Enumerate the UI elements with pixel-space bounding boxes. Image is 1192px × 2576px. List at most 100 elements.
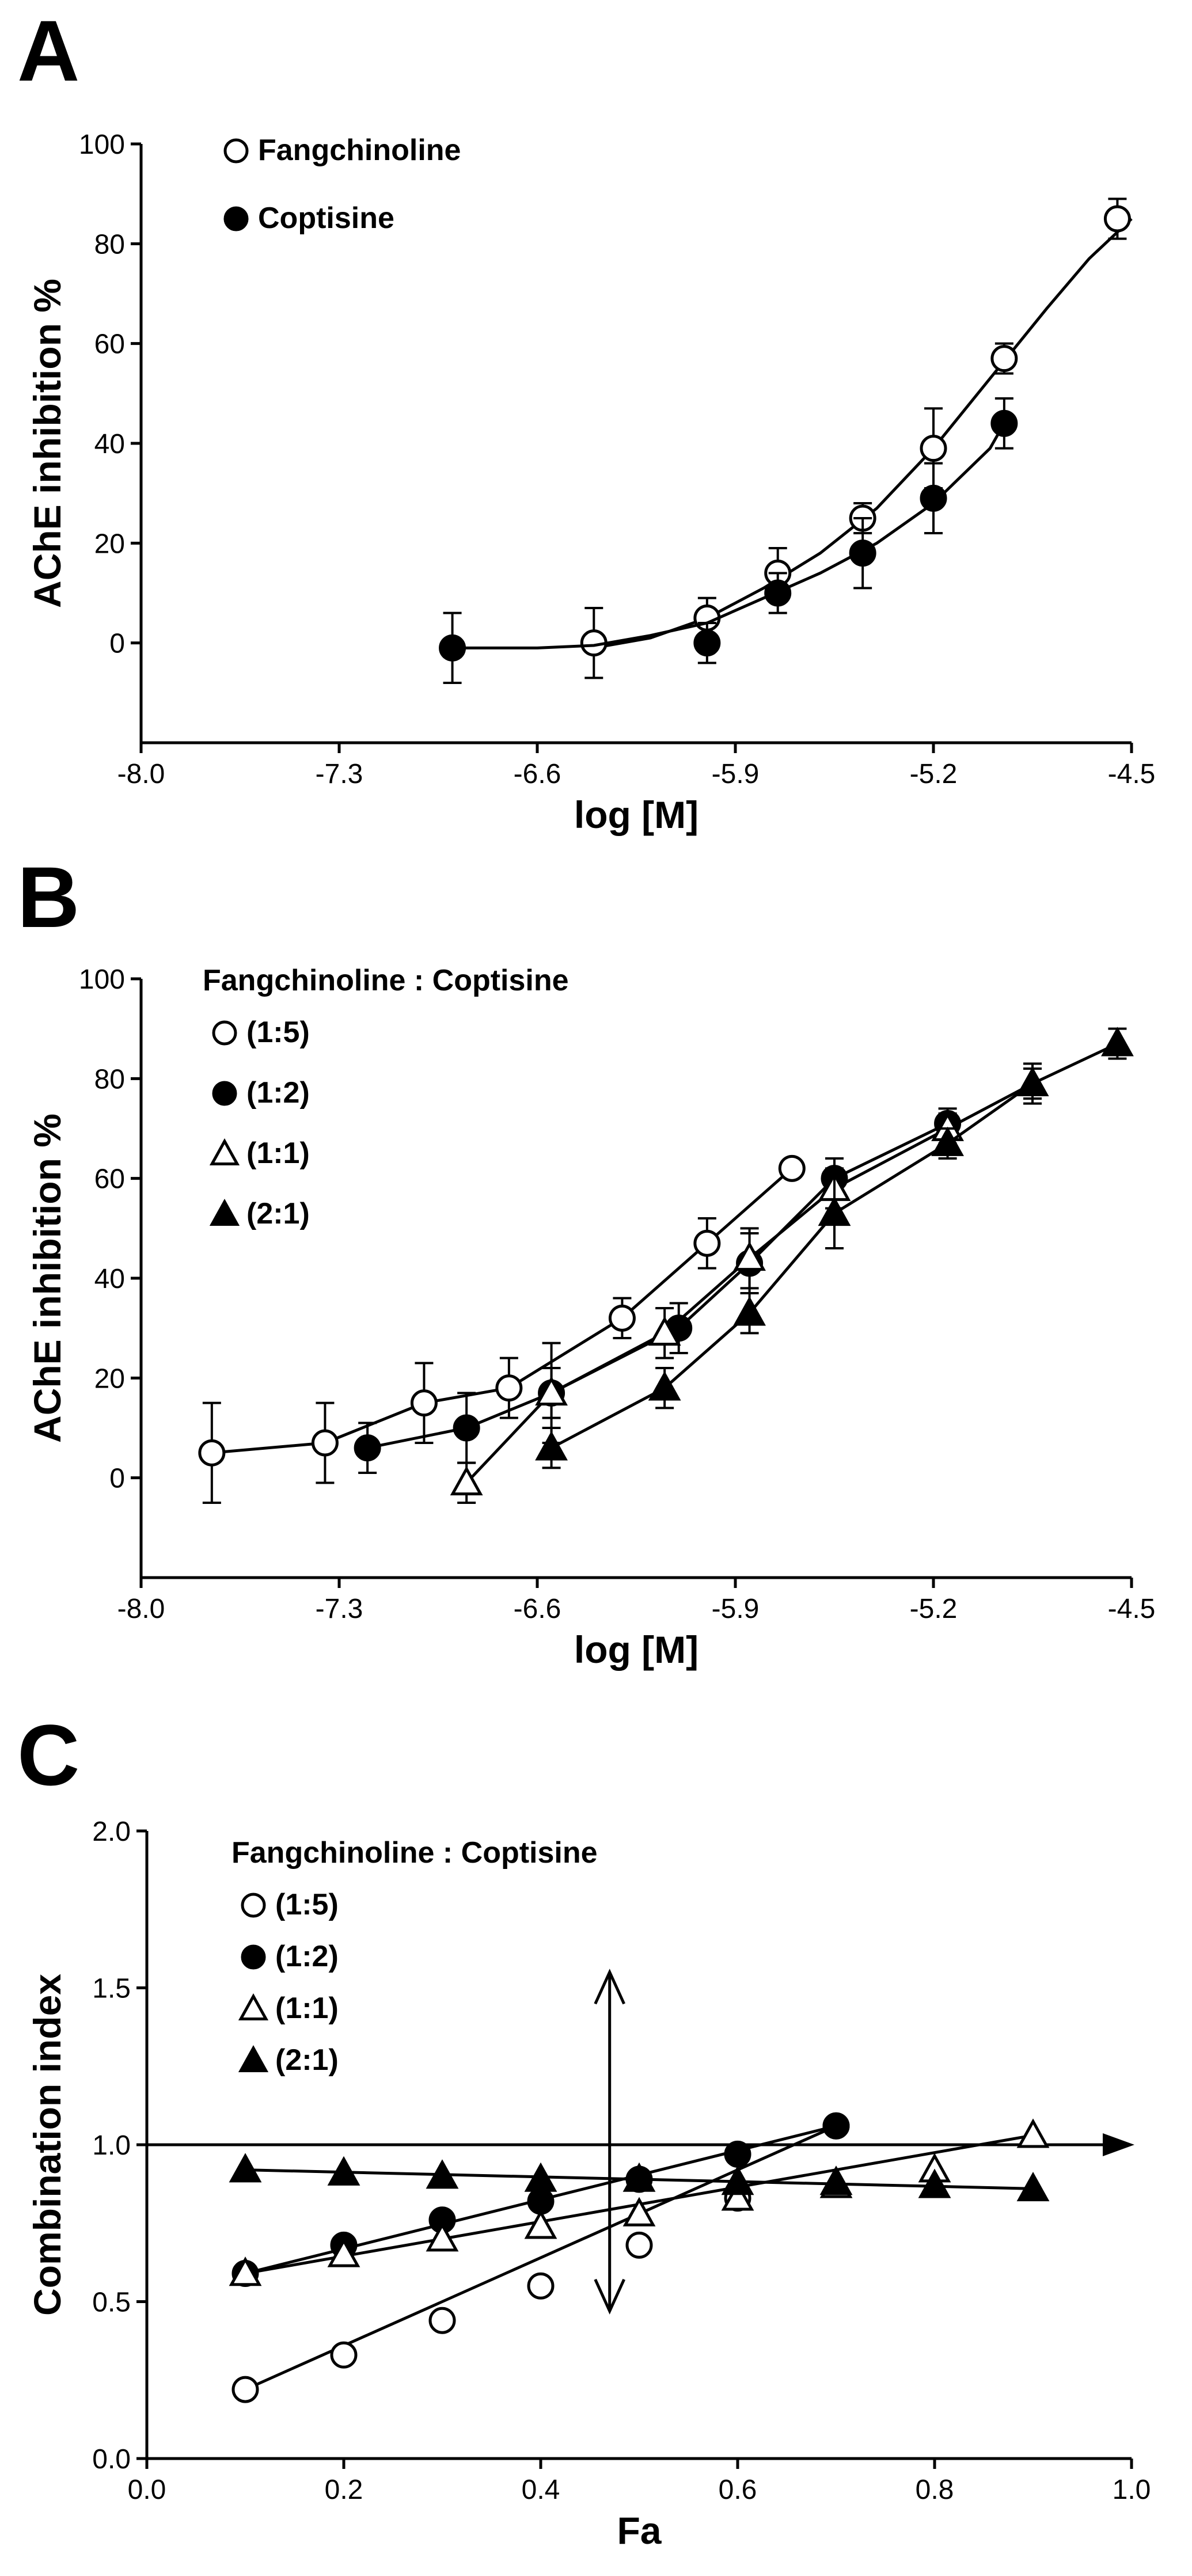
y-tick-label: 2.0 [92, 1817, 131, 1847]
series-curve-0 [593, 218, 1133, 649]
y-tick-label: 0 [109, 629, 125, 659]
vertical-arrow-head-up [594, 1969, 625, 2005]
data-point [920, 484, 947, 512]
data-point [495, 1374, 523, 1402]
data-point [721, 2181, 754, 2211]
panel-letter-a: A [17, 2, 79, 99]
y-tick-label: 0.0 [92, 2444, 131, 2475]
data-point [1016, 1066, 1049, 1096]
y-axis-label: Combination index [26, 1974, 69, 2316]
data-point [818, 1196, 851, 1226]
x-axis-label: log [M] [574, 793, 699, 836]
legend-label-0: (1:5) [275, 1888, 339, 1921]
data-point [764, 579, 792, 607]
chart-a-svg: A 0 20 40 60 80 100 -8.0 -7.3 -6.6 -5.9 -5.2 -4.5 lo… [17, 2, 1156, 836]
x-tick-label: -6.6 [514, 1594, 561, 1624]
x-tick-label: 0.6 [719, 2475, 757, 2505]
x-tick-label: 0.2 [325, 2475, 363, 2505]
data-point [524, 2209, 557, 2239]
y-tick-label: 100 [79, 130, 125, 160]
panel-b: B 0 20 40 60 80 100 -8.0 -7.3 -6.6 -5.9 -5.2 -4.5 lo… [0, 849, 1192, 1704]
data-point [931, 1126, 964, 1156]
panel-letter-c: C [17, 1707, 79, 1803]
data-point [918, 2168, 951, 2198]
x-tick-label: -4.5 [1108, 1594, 1156, 1624]
x-tick-label: -7.3 [316, 1594, 363, 1624]
y-tick-label: 80 [94, 1064, 125, 1095]
data-point [693, 629, 721, 657]
x-tick-label: -8.0 [117, 1594, 165, 1624]
y-axis-label: AChE inhibition % [26, 1114, 69, 1443]
data-point [990, 345, 1018, 373]
legend-marker-0 [223, 138, 249, 164]
x-tick-label: 0.4 [522, 2475, 560, 2505]
data-point [231, 2376, 259, 2403]
legend-label-3: (2:1) [246, 1197, 310, 1230]
legend-label-1: Coptisine [258, 202, 394, 235]
data-point [327, 2156, 360, 2186]
data-point [535, 1431, 568, 1461]
y-tick-label: 1.0 [92, 2130, 131, 2161]
legend-label-2: (1:1) [275, 1992, 339, 2025]
x-tick-label: -4.5 [1108, 759, 1156, 789]
y-tick-label: 0 [109, 1464, 125, 1494]
data-point [327, 2237, 360, 2267]
data-point [229, 2256, 262, 2286]
data-point [1016, 2172, 1050, 2202]
y-axis-label: AChE inhibition % [26, 279, 69, 608]
x-tick-label: 0.0 [128, 2475, 166, 2505]
y-tick-label: 20 [94, 529, 125, 559]
data-point [822, 2112, 850, 2140]
data-point [535, 1376, 568, 1406]
data-point [426, 2159, 459, 2189]
data-point [622, 2162, 656, 2192]
legend-marker-1 [223, 206, 249, 231]
data-point [439, 634, 466, 662]
y-tick-label: 1.5 [92, 1974, 131, 2004]
data-point [428, 2307, 456, 2334]
vertical-arrow-head-down [594, 2278, 625, 2315]
data-point [330, 2341, 358, 2369]
legend-marker-0 [212, 1020, 237, 1046]
legend-marker-1 [212, 1081, 237, 1106]
legend-label-1: (1:2) [246, 1076, 310, 1110]
data-point [778, 1154, 806, 1182]
data-point [426, 2222, 459, 2252]
legend-marker-3 [209, 1199, 240, 1226]
data-point [648, 1316, 681, 1346]
legend-label-2: (1:1) [246, 1137, 310, 1170]
chart-c-svg: C 0.0 0.5 1.0 1.5 2.0 0.0 0.2 0.4 0.6 0.8 1.0 Fa Com… [17, 1707, 1151, 2552]
y-tick-label: 20 [94, 1363, 125, 1394]
data-point [625, 2231, 653, 2259]
y-tick-label: 60 [94, 329, 125, 360]
chart-b-svg: B 0 20 40 60 80 100 -8.0 -7.3 -6.6 -5.9 -5.2 -4.5 lo… [17, 849, 1156, 1671]
legend-marker-0 [241, 1893, 266, 1918]
data-point [693, 1229, 721, 1257]
data-point [733, 1296, 766, 1326]
data-point [819, 2165, 853, 2195]
x-tick-label: -6.6 [514, 759, 561, 789]
legend-label-0: (1:5) [246, 1016, 310, 1049]
y-tick-label: 60 [94, 1164, 125, 1195]
x-tick-label: 1.0 [1113, 2475, 1151, 2505]
legend-marker-3 [238, 2045, 269, 2072]
data-point [198, 1439, 226, 1466]
data-point [527, 2272, 555, 2300]
x-axis-label: log [M] [574, 1628, 699, 1671]
legend-marker-2 [238, 1993, 269, 2020]
y-tick-label: 100 [79, 964, 125, 995]
legend-label-3: (2:1) [275, 2043, 339, 2077]
x-tick-label: 0.8 [916, 2475, 954, 2505]
y-tick-label: 40 [94, 429, 125, 459]
legend-marker-1 [241, 1944, 266, 1970]
x-tick-label: -5.9 [712, 1594, 760, 1624]
legend-marker-2 [209, 1138, 240, 1165]
data-point [410, 1389, 438, 1417]
data-point [524, 2162, 557, 2192]
panel-c: C 0.0 0.5 1.0 1.5 2.0 0.0 0.2 0.4 0.6 0.8 1.0 Fa Com… [0, 1704, 1192, 2576]
data-point [608, 1304, 636, 1332]
data-point [733, 1241, 766, 1271]
panel-a: A 0 20 40 60 80 100 -8.0 -7.3 -6.6 -5.9 -5.2 -4.5 lo… [0, 0, 1192, 852]
data-point [622, 2197, 656, 2227]
legend-label-1: (1:2) [275, 1940, 339, 1973]
